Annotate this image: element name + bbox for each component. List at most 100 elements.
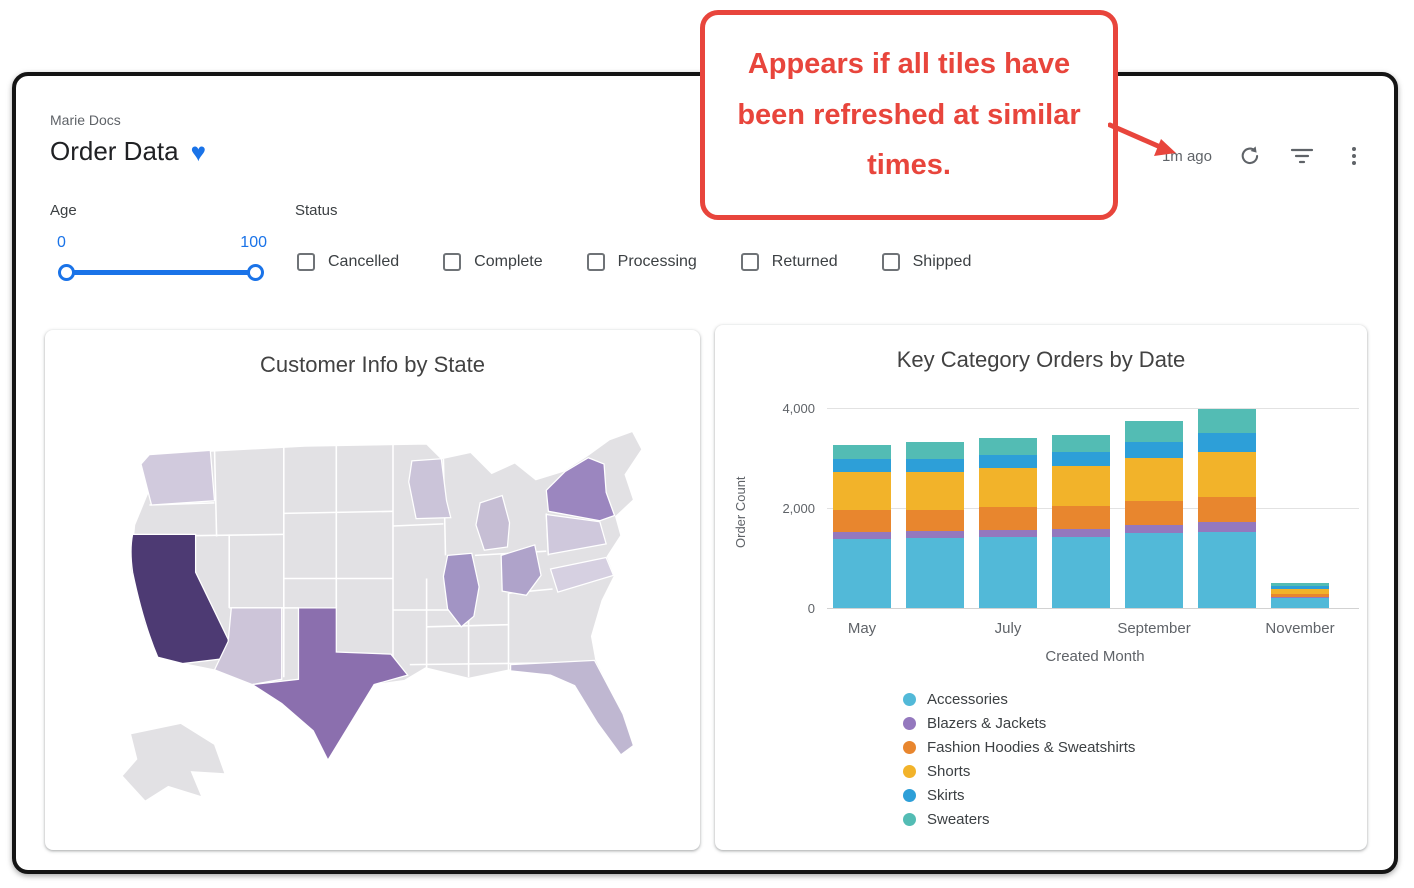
bar-segment-shorts[interactable] bbox=[1198, 452, 1256, 497]
state-washington[interactable] bbox=[140, 449, 216, 506]
bar-segment-accessories[interactable] bbox=[1198, 532, 1256, 608]
bar-segment-fashion-hoodies-sweatshirts[interactable] bbox=[1198, 497, 1256, 522]
checkbox-label: Complete bbox=[474, 253, 543, 270]
status-option-shipped[interactable]: Shipped bbox=[881, 253, 972, 271]
bar-segment-fashion-hoodies-sweatshirts[interactable] bbox=[1052, 506, 1110, 529]
status-option-cancelled[interactable]: Cancelled bbox=[297, 253, 399, 271]
bar-segment-sweaters[interactable] bbox=[1271, 583, 1329, 586]
bar-june[interactable] bbox=[906, 442, 964, 608]
bar-segment-blazers-jackets[interactable] bbox=[833, 532, 891, 539]
y-tick-2000: 2,000 bbox=[782, 501, 815, 516]
bar-segment-blazers-jackets[interactable] bbox=[1198, 522, 1256, 532]
bar-segment-shorts[interactable] bbox=[1052, 466, 1110, 506]
bar-segment-accessories[interactable] bbox=[979, 537, 1037, 608]
bar-segment-shorts[interactable] bbox=[979, 468, 1037, 507]
breadcrumb[interactable]: Marie Docs bbox=[50, 112, 121, 128]
legend-item[interactable]: Blazers & Jackets bbox=[903, 715, 1135, 732]
checkbox-complete[interactable] bbox=[443, 253, 462, 271]
age-min-value: 0 bbox=[57, 234, 66, 251]
state-minnesota[interactable] bbox=[408, 458, 452, 520]
age-slider-handle-min[interactable] bbox=[58, 264, 75, 281]
bar-november[interactable] bbox=[1271, 583, 1329, 608]
bar-segment-sweaters[interactable] bbox=[979, 438, 1037, 455]
state-michigan[interactable] bbox=[475, 494, 511, 551]
legend-item[interactable]: Skirts bbox=[903, 787, 1135, 804]
refresh-icon[interactable] bbox=[1236, 142, 1264, 170]
state-illinois[interactable] bbox=[442, 552, 480, 628]
bar-july[interactable] bbox=[979, 438, 1037, 608]
x-tick-may: May bbox=[847, 620, 877, 637]
checkbox-label: Returned bbox=[771, 253, 838, 270]
heart-icon[interactable]: ♥ bbox=[190, 136, 207, 167]
bar-segment-sweaters[interactable] bbox=[1125, 420, 1183, 442]
state-texas[interactable] bbox=[250, 607, 409, 762]
bar-segment-skirts[interactable] bbox=[833, 459, 891, 472]
bar-segment-shorts[interactable] bbox=[906, 471, 964, 510]
filter-icon[interactable] bbox=[1288, 142, 1316, 170]
bar-october[interactable] bbox=[1198, 409, 1256, 608]
bar-segment-fashion-hoodies-sweatshirts[interactable] bbox=[979, 507, 1037, 530]
bar-segment-accessories[interactable] bbox=[906, 538, 964, 608]
legend-item[interactable]: Fashion Hoodies & Sweatshirts bbox=[903, 739, 1135, 756]
bar-segment-accessories[interactable] bbox=[833, 539, 891, 608]
annotation-text: Appears if all tiles have been refreshed… bbox=[737, 47, 1081, 182]
age-slider-handle-max[interactable] bbox=[247, 264, 264, 281]
bar-segment-accessories[interactable] bbox=[1271, 598, 1329, 608]
status-option-processing[interactable]: Processing bbox=[586, 253, 697, 271]
state-alaska[interactable] bbox=[121, 722, 226, 802]
state-pennsylvania[interactable] bbox=[545, 513, 607, 556]
bar-segment-shorts[interactable] bbox=[833, 472, 891, 510]
status-option-complete[interactable]: Complete bbox=[443, 253, 543, 271]
bar-segment-shorts[interactable] bbox=[1271, 589, 1329, 594]
bar-segment-fashion-hoodies-sweatshirts[interactable] bbox=[906, 509, 964, 531]
bar-segment-sweaters[interactable] bbox=[833, 445, 891, 459]
legend-item[interactable]: Shorts bbox=[903, 763, 1135, 780]
bar-segment-skirts[interactable] bbox=[1125, 441, 1183, 458]
chart-legend: Accessories Blazers & Jackets Fashion Hood… bbox=[903, 691, 1135, 835]
bar-segment-skirts[interactable] bbox=[979, 454, 1037, 468]
checkbox-processing[interactable] bbox=[586, 253, 605, 271]
y-tick-4000: 4,000 bbox=[782, 401, 815, 416]
checkbox-returned[interactable] bbox=[740, 253, 759, 271]
bar-segment-sweaters[interactable] bbox=[1052, 435, 1110, 452]
legend-label: Fashion Hoodies & Sweatshirts bbox=[927, 739, 1136, 756]
checkbox-shipped[interactable] bbox=[881, 253, 900, 271]
more-vert-icon[interactable] bbox=[1340, 142, 1368, 170]
bar-segment-sweaters[interactable] bbox=[1198, 409, 1256, 433]
bar-segment-fashion-hoodies-sweatshirts[interactable] bbox=[1125, 500, 1183, 525]
age-slider-track[interactable] bbox=[66, 270, 256, 275]
bar-august[interactable] bbox=[1052, 435, 1110, 608]
bar-segment-sweaters[interactable] bbox=[906, 442, 964, 459]
status-option-returned[interactable]: Returned bbox=[740, 253, 838, 271]
legend-item[interactable]: Accessories bbox=[903, 691, 1135, 708]
bar-september[interactable] bbox=[1125, 420, 1183, 608]
checkbox-label: Shipped bbox=[912, 253, 972, 270]
bar-segment-skirts[interactable] bbox=[1198, 433, 1256, 452]
bar-segment-blazers-jackets[interactable] bbox=[1271, 596, 1329, 598]
state-california[interactable] bbox=[130, 533, 230, 665]
bar-segment-shorts[interactable] bbox=[1125, 458, 1183, 501]
bar-segment-accessories[interactable] bbox=[1125, 533, 1183, 608]
bar-segment-fashion-hoodies-sweatshirts[interactable] bbox=[1271, 593, 1329, 597]
state-florida[interactable] bbox=[509, 659, 635, 756]
bar-segment-skirts[interactable] bbox=[1052, 452, 1110, 466]
bar-segment-accessories[interactable] bbox=[1052, 536, 1110, 608]
state-new-york[interactable] bbox=[545, 457, 616, 522]
state-virginia[interactable] bbox=[549, 556, 615, 593]
bar-segment-blazers-jackets[interactable] bbox=[906, 531, 964, 538]
bar-segment-blazers-jackets[interactable] bbox=[1052, 529, 1110, 537]
checkbox-cancelled[interactable] bbox=[297, 253, 315, 271]
checkbox-label: Cancelled bbox=[328, 253, 400, 270]
highlighted-states bbox=[130, 449, 635, 762]
gridline-4000 bbox=[827, 408, 1359, 409]
bar-segment-skirts[interactable] bbox=[1271, 586, 1329, 589]
bar-segment-blazers-jackets[interactable] bbox=[1125, 524, 1183, 533]
state-ohio[interactable] bbox=[500, 544, 542, 596]
bar-segment-skirts[interactable] bbox=[906, 458, 964, 472]
y-tick-0: 0 bbox=[807, 601, 815, 616]
legend-item[interactable]: Sweaters bbox=[903, 811, 1135, 828]
bar-segment-fashion-hoodies-sweatshirts[interactable] bbox=[833, 509, 891, 532]
bar-may[interactable] bbox=[833, 445, 891, 608]
bar-segment-blazers-jackets[interactable] bbox=[979, 529, 1037, 537]
